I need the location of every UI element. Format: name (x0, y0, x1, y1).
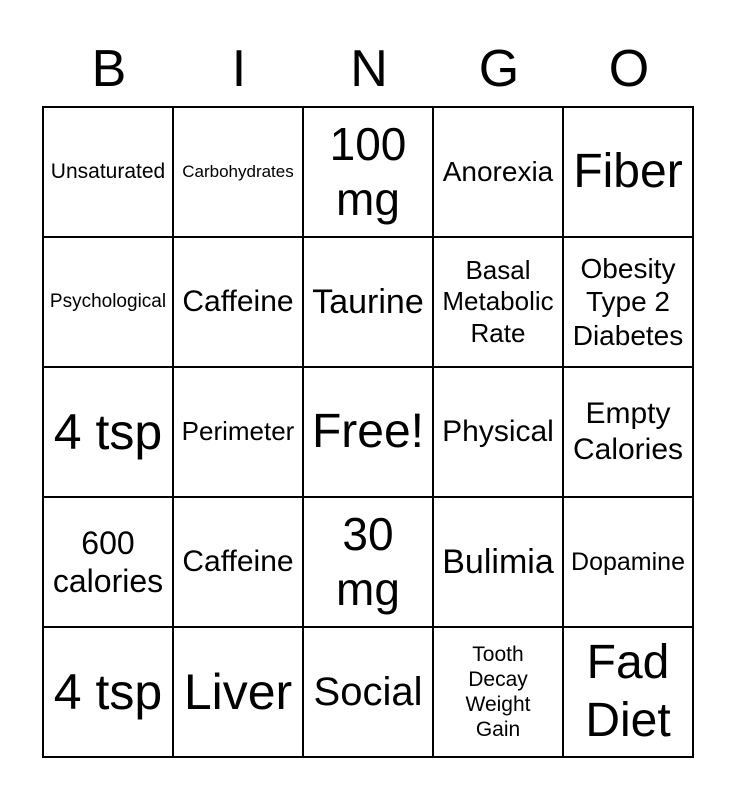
bingo-cell[interactable]: Physical (434, 368, 564, 498)
title-letter-b: B (91, 40, 127, 98)
bingo-cell[interactable]: 4 tsp (44, 368, 174, 498)
cell-text: Unsaturated (50, 160, 166, 184)
cell-text: Caffeine (182, 285, 294, 318)
bingo-cell[interactable]: Obesity Type 2 Diabetes (564, 238, 694, 368)
bingo-cell[interactable]: Liver (174, 628, 304, 758)
cell-text: Social (313, 670, 423, 714)
bingo-cell[interactable]: Fiber (564, 108, 694, 238)
bingo-cell[interactable]: Anorexia (434, 108, 564, 238)
title-letter-o: O (608, 40, 650, 98)
bingo-cell[interactable]: Caffeine (174, 238, 304, 368)
cell-text: Psychological (49, 290, 167, 312)
cell-text: Tooth Decay Weight Gain (465, 642, 531, 742)
bingo-cell[interactable]: Social (304, 628, 434, 758)
bingo-cell[interactable]: 30 mg (304, 498, 434, 628)
bingo-title: B I N G O (42, 0, 694, 106)
bingo-grid: Unsaturated Carbohydrates 100 mg Anorexi… (42, 106, 694, 758)
bingo-cell[interactable]: Perimeter (174, 368, 304, 498)
bingo-cell[interactable]: Fad Diet (564, 628, 694, 758)
bingo-cell[interactable]: Unsaturated (44, 108, 174, 238)
bingo-cell[interactable]: 600 calories (44, 498, 174, 628)
cell-text: Perimeter (181, 416, 295, 447)
cell-text: 4 tsp (53, 404, 163, 460)
bingo-cell[interactable]: Carbohydrates (174, 108, 304, 238)
cell-text: 600 calories (52, 524, 164, 599)
cell-text: Bulimia (442, 542, 554, 581)
bingo-cell[interactable]: 100 mg (304, 108, 434, 238)
cell-text: Empty Calories (572, 397, 684, 466)
bingo-cell[interactable]: Dopamine (564, 498, 694, 628)
cell-text: Caffeine (182, 545, 294, 578)
cell-text: Fiber (573, 145, 683, 199)
bingo-card: B I N G O Unsaturated Carbohydrates 100 … (42, 0, 694, 758)
bingo-cell[interactable]: Taurine (304, 238, 434, 368)
cell-text: Obesity Type 2 Diabetes (572, 252, 684, 351)
title-letter-n: N (350, 40, 388, 98)
title-letter-i: I (231, 40, 247, 98)
cell-text: Anorexia (442, 156, 554, 188)
free-space-cell[interactable]: Free! (304, 368, 434, 498)
cell-text: 30 mg (336, 507, 400, 615)
bingo-cell[interactable]: Basal Metabolic Rate (434, 238, 564, 368)
cell-text: Liver (183, 664, 293, 720)
cell-text: Carbohydrates (182, 161, 294, 181)
cell-text: Basal Metabolic Rate (442, 255, 554, 348)
cell-text: Dopamine (571, 548, 685, 576)
bingo-cell[interactable]: Psychological (44, 238, 174, 368)
cell-text: 100 mg (329, 117, 407, 225)
bingo-cell[interactable]: Caffeine (174, 498, 304, 628)
cell-text: Free! (311, 405, 425, 459)
bingo-cell[interactable]: Bulimia (434, 498, 564, 628)
cell-text: Fad Diet (585, 636, 671, 747)
title-letter-g: G (478, 40, 520, 98)
bingo-cell[interactable]: 4 tsp (44, 628, 174, 758)
cell-text: 4 tsp (53, 664, 163, 720)
cell-text: Physical (442, 415, 554, 448)
bingo-cell[interactable]: Tooth Decay Weight Gain (434, 628, 564, 758)
cell-text: Taurine (312, 282, 424, 321)
bingo-cell[interactable]: Empty Calories (564, 368, 694, 498)
